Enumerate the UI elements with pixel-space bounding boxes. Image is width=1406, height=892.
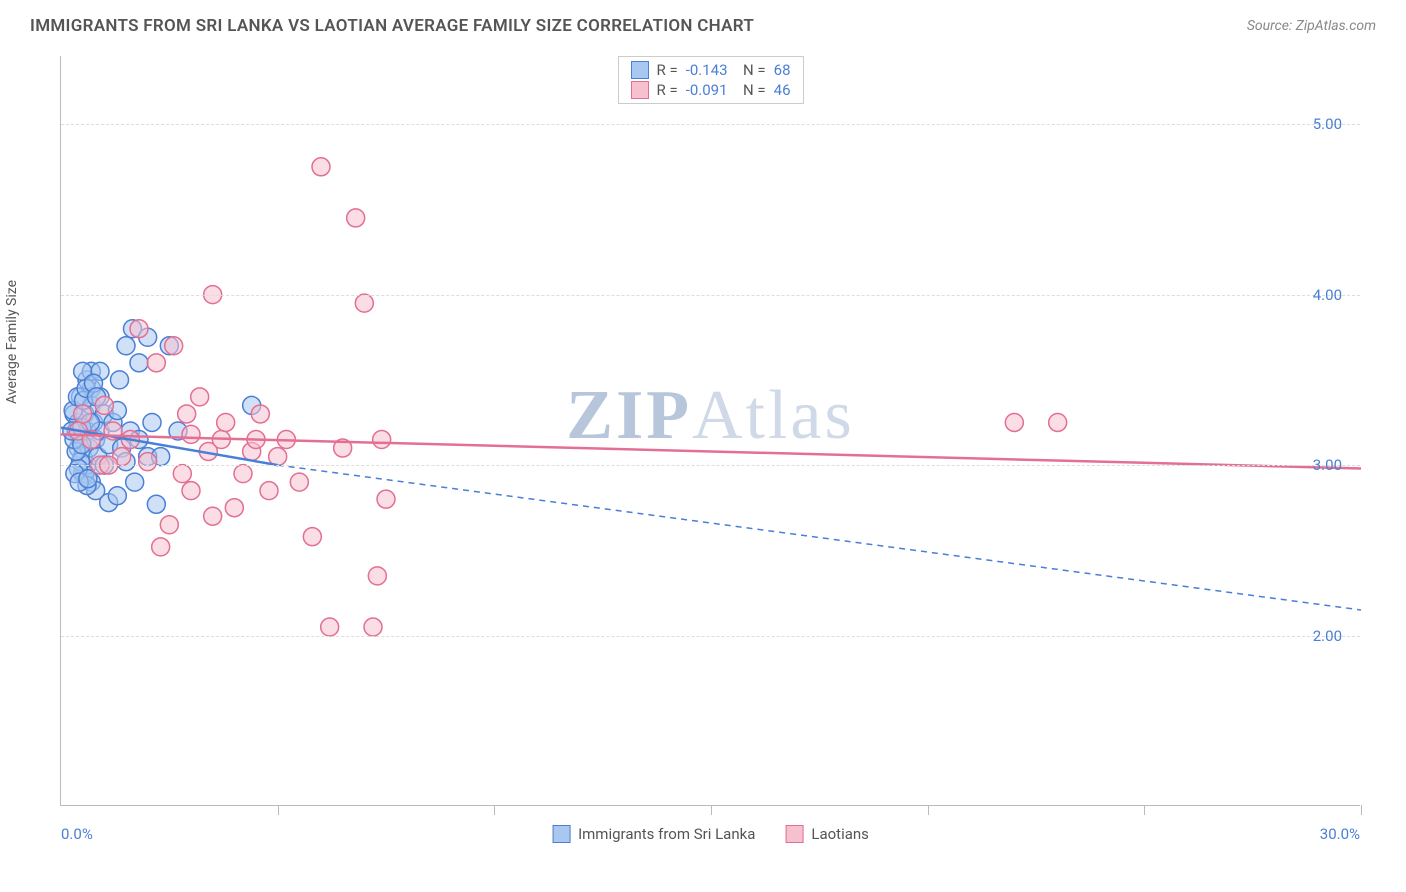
y-tick-label: 5.00 xyxy=(1313,115,1342,133)
info-row-series-0: R = -0.143 N = 68 xyxy=(630,61,790,79)
swatch-pink-icon xyxy=(785,825,803,843)
y-tick-label: 4.00 xyxy=(1313,286,1342,304)
swatch-blue-icon xyxy=(552,825,570,843)
x-axis-max-label: 30.0% xyxy=(1320,825,1360,843)
n-label: N = xyxy=(736,61,766,79)
x-axis-min-label: 0.0% xyxy=(61,825,93,843)
n-label: N = xyxy=(736,81,766,99)
y-tick-label: 2.00 xyxy=(1313,627,1342,645)
n-value-0: 68 xyxy=(774,61,791,79)
chart-title: IMMIGRANTS FROM SRI LANKA VS LAOTIAN AVE… xyxy=(30,16,754,36)
r-value-0: -0.143 xyxy=(686,61,728,79)
y-tick-label: 3.00 xyxy=(1313,456,1342,474)
y-axis-label: Average Family Size xyxy=(4,280,20,404)
n-value-1: 46 xyxy=(774,81,791,99)
legend: Immigrants from Sri Lanka Laotians xyxy=(552,825,869,843)
legend-item-1: Laotians xyxy=(785,825,869,843)
r-label: R = xyxy=(656,81,677,99)
plot-area: ZIPAtlas R = -0.143 N = 68 R = -0.091 N … xyxy=(60,56,1360,806)
chart-source: Source: ZipAtlas.com xyxy=(1247,18,1376,34)
swatch-blue-icon xyxy=(630,61,648,79)
r-value-1: -0.091 xyxy=(686,81,728,99)
correlation-info-box: R = -0.143 N = 68 R = -0.091 N = 46 xyxy=(617,56,803,104)
legend-label-1: Laotians xyxy=(811,825,869,843)
legend-label-0: Immigrants from Sri Lanka xyxy=(578,825,755,843)
swatch-pink-icon xyxy=(630,81,648,99)
r-label: R = xyxy=(656,61,677,79)
info-row-series-1: R = -0.091 N = 46 xyxy=(630,81,790,99)
legend-item-0: Immigrants from Sri Lanka xyxy=(552,825,755,843)
scatter-svg xyxy=(61,56,1360,805)
chart-header: IMMIGRANTS FROM SRI LANKA VS LAOTIAN AVE… xyxy=(0,0,1406,46)
